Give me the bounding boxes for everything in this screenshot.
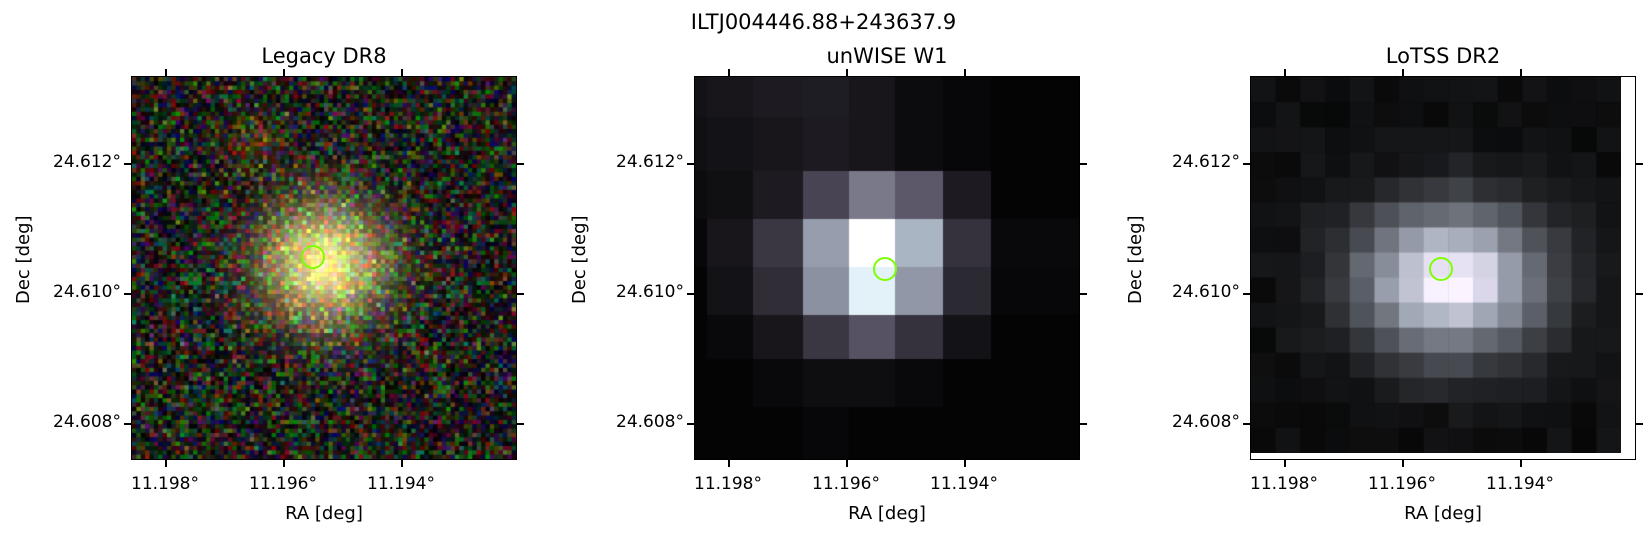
y-tick-label: 24.612°	[1172, 152, 1240, 172]
y-tick-left	[1243, 423, 1250, 425]
y-axis-label: Dec [deg]	[569, 215, 590, 304]
x-tick-bottom	[1284, 460, 1286, 467]
legacy-image	[132, 77, 516, 459]
y-tick-label: 24.608°	[1172, 412, 1240, 432]
x-tick-bottom	[401, 460, 403, 467]
y-tick-label: 24.610°	[616, 282, 684, 302]
x-tick-label: 11.198°	[131, 474, 199, 494]
image-frame	[1250, 76, 1636, 460]
y-tick-right	[1080, 423, 1087, 425]
y-tick-right	[517, 423, 524, 425]
y-tick-right	[517, 293, 524, 295]
x-tick-top	[1402, 69, 1404, 76]
y-tick-label: 24.612°	[616, 152, 684, 172]
y-tick-left	[124, 423, 131, 425]
x-tick-top	[728, 69, 730, 76]
panel-title: Legacy DR8	[261, 44, 387, 68]
y-tick-left	[687, 163, 694, 165]
x-tick-top	[165, 69, 167, 76]
image-frame	[694, 76, 1080, 460]
y-tick-right	[1080, 293, 1087, 295]
y-tick-right	[517, 163, 524, 165]
panel-title: unWISE W1	[826, 44, 948, 68]
y-tick-label: 24.610°	[53, 282, 121, 302]
x-tick-bottom	[283, 460, 285, 467]
panel-unwise: unWISE W1 Dec [deg] RA [deg]	[0, 0, 1080, 539]
y-tick-right	[1080, 163, 1087, 165]
x-tick-bottom	[846, 460, 848, 467]
y-tick-right	[1636, 423, 1643, 425]
y-tick-label: 24.612°	[53, 152, 121, 172]
x-tick-label: 11.196°	[249, 474, 317, 494]
x-tick-label: 11.198°	[694, 474, 762, 494]
x-tick-top	[1520, 69, 1522, 76]
y-tick-left	[1243, 293, 1250, 295]
image-frame	[131, 76, 517, 460]
x-tick-top	[401, 69, 403, 76]
x-axis-label: RA [deg]	[848, 503, 926, 524]
panel-legacy: Legacy DR8 Dec [deg] RA [deg]	[0, 0, 520, 539]
x-tick-bottom	[728, 460, 730, 467]
y-tick-label: 24.608°	[53, 412, 121, 432]
x-tick-top	[964, 69, 966, 76]
y-tick-left	[124, 293, 131, 295]
source-marker	[873, 257, 897, 281]
y-tick-left	[687, 293, 694, 295]
y-tick-left	[687, 423, 694, 425]
y-tick-left	[124, 163, 131, 165]
x-tick-label: 11.194°	[1486, 474, 1554, 494]
y-tick-right	[1636, 293, 1643, 295]
padding-strip-right	[1621, 77, 1635, 459]
x-tick-top	[846, 69, 848, 76]
panel-title: LoTSS DR2	[1385, 44, 1501, 68]
x-tick-label: 11.196°	[812, 474, 880, 494]
y-axis-label: Dec [deg]	[1125, 215, 1146, 304]
x-tick-top	[283, 69, 285, 76]
x-tick-bottom	[1520, 460, 1522, 467]
source-marker	[1429, 257, 1453, 281]
y-tick-label: 24.608°	[616, 412, 684, 432]
y-tick-left	[1243, 163, 1250, 165]
x-tick-label: 11.198°	[1250, 474, 1318, 494]
x-tick-bottom	[1402, 460, 1404, 467]
x-tick-label: 11.196°	[1368, 474, 1436, 494]
x-tick-bottom	[964, 460, 966, 467]
source-marker	[301, 245, 325, 269]
x-tick-bottom	[165, 460, 167, 467]
figure-title: ILTJ004446.88+243637.9	[690, 10, 957, 34]
x-tick-label: 11.194°	[367, 474, 435, 494]
x-axis-label: RA [deg]	[1404, 503, 1482, 524]
y-tick-right	[1636, 163, 1643, 165]
x-tick-label: 11.194°	[930, 474, 998, 494]
x-axis-label: RA [deg]	[285, 503, 363, 524]
padding-strip-bottom	[1251, 453, 1635, 459]
y-tick-label: 24.610°	[1172, 282, 1240, 302]
x-tick-top	[1284, 69, 1286, 76]
